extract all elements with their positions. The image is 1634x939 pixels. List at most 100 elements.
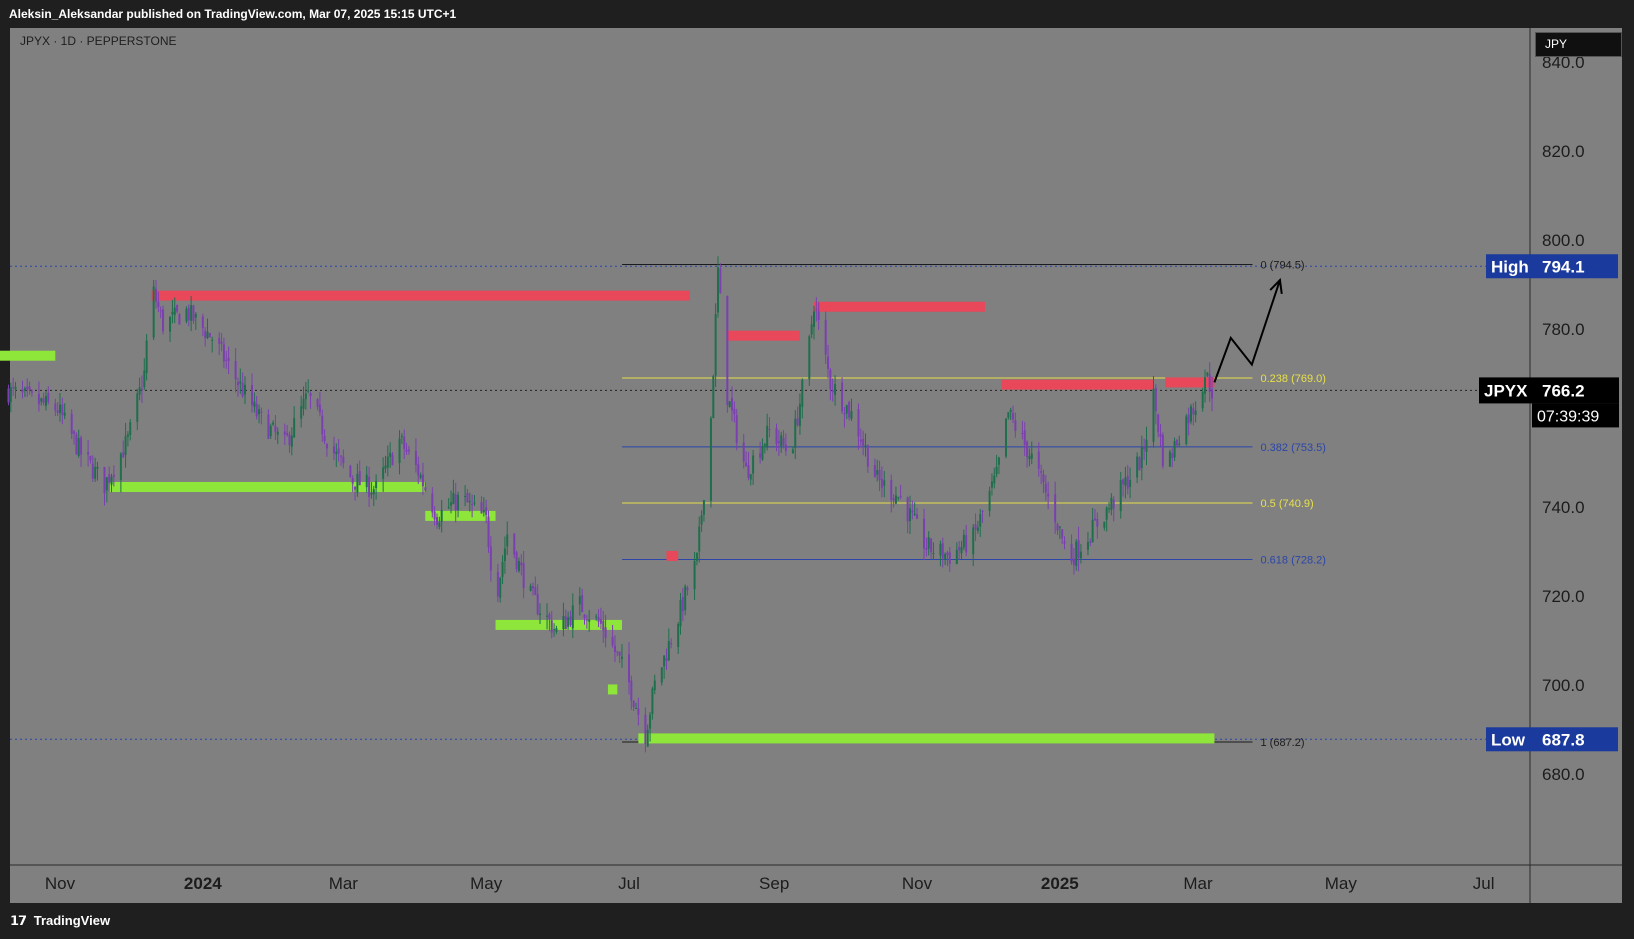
x-tick-label: Mar bbox=[329, 874, 359, 893]
price-scale-labels: High 794.1 Low 687.8 JPYX 766.2 07:39:39 bbox=[1479, 254, 1619, 752]
resistance-zone-4 bbox=[1165, 377, 1215, 388]
x-tick-label: Jul bbox=[1473, 874, 1495, 893]
candle-body bbox=[384, 465, 387, 469]
x-tick-label: 2025 bbox=[1041, 874, 1079, 893]
candle-body bbox=[464, 495, 467, 498]
projection-arrow-path bbox=[1213, 279, 1281, 383]
x-tick-label: May bbox=[1325, 874, 1358, 893]
candle-body bbox=[955, 549, 958, 565]
candle-body bbox=[1063, 541, 1066, 544]
candle-body bbox=[208, 333, 211, 338]
candle-body bbox=[899, 495, 902, 497]
candle-body bbox=[140, 388, 143, 390]
fib-label-0.618: 0.618 (728.2) bbox=[1260, 555, 1325, 567]
candle-body bbox=[824, 319, 827, 355]
chart-frame[interactable] bbox=[10, 28, 1622, 903]
x-tick-label: Mar bbox=[1183, 874, 1213, 893]
candle-body bbox=[424, 487, 427, 491]
candle-body bbox=[159, 310, 162, 312]
candle-body bbox=[1192, 408, 1195, 415]
candle-body bbox=[1007, 412, 1010, 418]
candle-body bbox=[515, 552, 518, 570]
candle-body bbox=[304, 393, 307, 400]
candle-body bbox=[1014, 420, 1017, 431]
candle-body bbox=[651, 688, 654, 715]
candle-body bbox=[433, 511, 436, 520]
candle-body bbox=[766, 425, 769, 448]
candle-body bbox=[187, 307, 190, 321]
candle-body bbox=[1093, 518, 1096, 521]
candle-body bbox=[752, 455, 755, 474]
candle-body bbox=[192, 305, 195, 321]
candle-body bbox=[719, 268, 722, 294]
candle-body bbox=[323, 435, 326, 442]
candle-body bbox=[597, 617, 600, 622]
candle-body bbox=[1077, 540, 1080, 559]
candle-body bbox=[368, 476, 371, 497]
candle-body bbox=[365, 474, 368, 488]
candle-body bbox=[1012, 413, 1015, 420]
candle-body bbox=[1161, 434, 1164, 467]
candle-body bbox=[274, 425, 277, 433]
candle-body bbox=[681, 596, 684, 612]
candle-body bbox=[407, 449, 410, 452]
candle-body bbox=[665, 658, 668, 661]
support-zone-2 bbox=[369, 481, 426, 492]
candle-body bbox=[1075, 541, 1078, 566]
candle-body bbox=[735, 415, 738, 444]
candle-body bbox=[588, 619, 591, 622]
candle-body bbox=[728, 401, 731, 408]
currency-badge[interactable]: JPY bbox=[1535, 32, 1622, 57]
candle-body bbox=[972, 527, 975, 555]
candle-body bbox=[531, 586, 534, 589]
candle-body bbox=[356, 473, 359, 493]
candle-body bbox=[222, 344, 225, 362]
candle-body bbox=[260, 411, 263, 413]
candle-body bbox=[309, 393, 312, 397]
candle-body bbox=[1058, 526, 1061, 528]
candle-body bbox=[1021, 432, 1024, 434]
fib-label-1: 1 (687.2) bbox=[1260, 737, 1304, 749]
candle-body bbox=[995, 466, 998, 475]
candle-body bbox=[1208, 374, 1211, 392]
candle-body bbox=[77, 438, 80, 456]
tradingview-wordmark: TradingView bbox=[33, 913, 111, 928]
candle-body bbox=[243, 384, 246, 395]
candle-body bbox=[501, 561, 504, 577]
fib-label-0: 0 (794.5) bbox=[1260, 259, 1304, 271]
candle-body bbox=[129, 422, 132, 436]
candle-body bbox=[241, 383, 244, 397]
support-zone-0 bbox=[0, 350, 56, 361]
candle-body bbox=[372, 489, 375, 495]
candle-body bbox=[1009, 409, 1012, 413]
candle-body bbox=[1140, 447, 1143, 468]
candle-body bbox=[307, 390, 310, 392]
candle-body bbox=[185, 308, 188, 322]
candle-body bbox=[539, 613, 542, 615]
candle-body bbox=[190, 305, 193, 321]
candle-body bbox=[831, 389, 834, 393]
candle-body bbox=[876, 470, 879, 475]
candle-body bbox=[454, 494, 457, 511]
candle-body bbox=[375, 480, 378, 489]
candle-body bbox=[201, 316, 204, 328]
candle-body bbox=[517, 561, 520, 571]
candle-body bbox=[628, 654, 630, 683]
candle-body bbox=[1072, 558, 1075, 566]
candle-body bbox=[1194, 410, 1197, 416]
candle-body bbox=[1143, 446, 1146, 450]
support-zone-1 bbox=[109, 481, 370, 492]
candle-body bbox=[1028, 456, 1031, 460]
resistance-zone-2 bbox=[813, 301, 985, 312]
candle-body bbox=[653, 680, 656, 691]
candle-body bbox=[761, 446, 764, 460]
candle-body bbox=[152, 286, 155, 338]
candle-body bbox=[1026, 441, 1029, 458]
candle-body bbox=[337, 448, 340, 454]
candle-body bbox=[845, 405, 848, 414]
support-zone-3 bbox=[425, 510, 496, 521]
candle-body bbox=[300, 406, 303, 419]
candle-body bbox=[780, 435, 783, 447]
candle-body bbox=[447, 507, 450, 509]
